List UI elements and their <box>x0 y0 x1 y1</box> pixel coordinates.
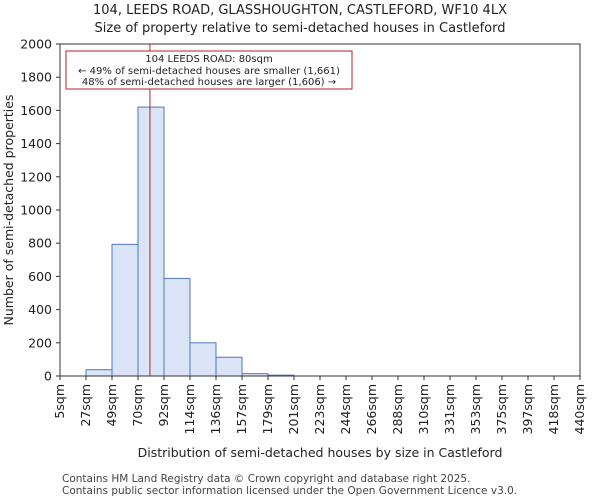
x-tick-label: 288sqm <box>390 384 405 434</box>
annotation-line-2: ← 49% of semi-detached houses are smalle… <box>78 66 340 77</box>
x-tick-label: 353sqm <box>468 384 483 434</box>
x-tick-label: 375sqm <box>494 384 509 434</box>
x-axis: 5sqm 27sqm 49sqm 70sqm 92sqm 114sqm 136sqm 157s… <box>52 376 587 434</box>
x-tick-label: 310sqm <box>416 384 431 434</box>
y-tick-label: 1400 <box>20 136 52 151</box>
annotation-line-1: 104 LEEDS ROAD: 80sqm <box>145 54 272 65</box>
plot-frame <box>59 43 581 377</box>
x-tick-label: 27sqm <box>78 384 93 427</box>
x-tick-label: 397sqm <box>520 384 535 434</box>
y-tick-label: 1200 <box>20 169 52 184</box>
x-tick-label: 49sqm <box>104 384 119 427</box>
y-tick-label: 2000 <box>20 37 52 52</box>
chart-subtitle: Size of property relative to semi-detach… <box>94 21 506 36</box>
y-tick-label: 0 <box>44 369 52 384</box>
y-tick-label: 1600 <box>20 103 52 118</box>
x-tick-label: 223sqm <box>312 384 327 434</box>
x-tick-label: 331sqm <box>442 384 457 434</box>
y-axis-label: Number of semi-detached properties <box>1 95 16 326</box>
x-tick-label: 157sqm <box>234 384 249 434</box>
bar-49sqm <box>111 243 139 377</box>
footer-line-1: Contains HM Land Registry data © Crown c… <box>62 473 471 485</box>
bar-114sqm <box>189 342 217 377</box>
x-tick-label: 179sqm <box>260 384 275 434</box>
x-tick-label: 440sqm <box>572 384 587 434</box>
x-tick-label: 244sqm <box>338 384 353 434</box>
bar-27sqm <box>85 369 113 377</box>
x-tick-label: 136sqm <box>208 384 223 434</box>
y-tick-label: 1800 <box>20 70 52 85</box>
x-tick-label: 70sqm <box>130 384 145 427</box>
y-axis: 0 200 400 600 800 1000 1200 1400 1600 1800 2000 <box>20 37 60 384</box>
x-axis-label: Distribution of semi-detached houses by … <box>138 445 503 460</box>
x-tick-label: 418sqm <box>546 384 561 434</box>
footer-line-2: Contains public sector information licen… <box>62 485 518 497</box>
x-tick-label: 266sqm <box>364 384 379 434</box>
y-tick-label: 400 <box>28 302 52 317</box>
y-tick-label: 200 <box>28 335 52 350</box>
bar-92sqm <box>163 277 191 377</box>
x-tick-label: 92sqm <box>156 384 171 427</box>
bar-136sqm <box>215 356 243 377</box>
y-tick-label: 600 <box>28 269 52 284</box>
x-tick-label: 114sqm <box>182 384 197 434</box>
bar-70sqm <box>137 106 165 377</box>
chart-title: 104, LEEDS ROAD, GLASSHOUGHTON, CASTLEFO… <box>93 3 507 18</box>
y-tick-label: 1000 <box>20 203 52 218</box>
bars-group <box>85 106 295 377</box>
x-tick-label: 5sqm <box>52 384 67 419</box>
x-tick-label: 201sqm <box>286 384 301 434</box>
annotation-line-3: 48% of semi-detached houses are larger (… <box>82 77 336 88</box>
y-tick-label: 800 <box>28 236 52 251</box>
annotation-box: 104 LEEDS ROAD: 80sqm ← 49% of semi-deta… <box>65 50 353 90</box>
